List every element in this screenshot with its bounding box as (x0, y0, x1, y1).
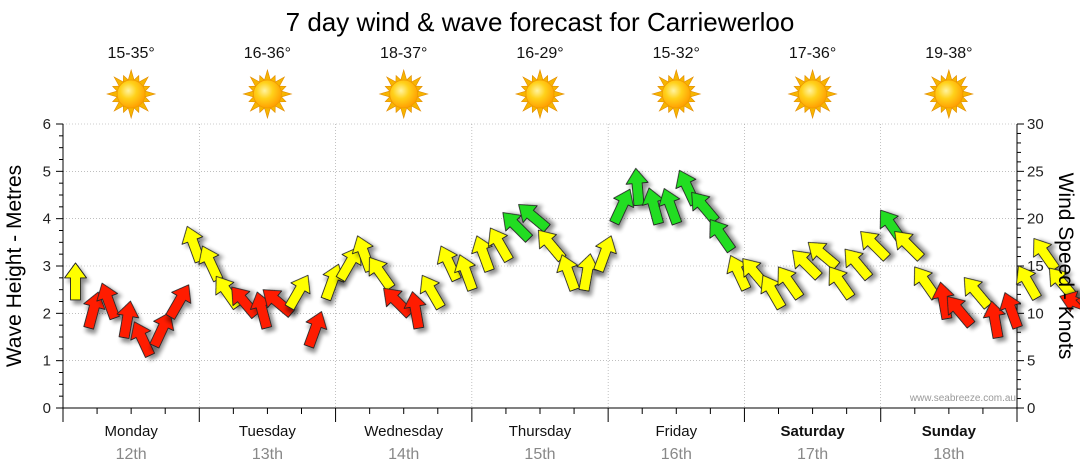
sun-icon (923, 68, 974, 120)
wind-arrow (83, 291, 106, 330)
day-temp: 15-35° (107, 45, 154, 62)
wind-arrow (419, 274, 446, 311)
y2-tick-label: 5 (1027, 353, 1035, 370)
y2-tick-label: 15 (1027, 258, 1044, 275)
wind-arrow (502, 212, 534, 243)
weather-row: 15-35° 16-36° 18-37° 16-29° 15-32° 17-36° 19-3… (106, 45, 974, 120)
y-tick-label: 3 (43, 258, 51, 275)
wind-arrow (454, 254, 478, 292)
wind-arrow (792, 249, 823, 281)
wind-arrow (149, 311, 175, 349)
wind-arrow (709, 219, 737, 254)
day-date: 17th (797, 446, 828, 463)
day-name: Wednesday (364, 423, 443, 440)
wind-arrow (130, 321, 155, 358)
day-date: 18th (933, 446, 964, 463)
wind-arrow (691, 191, 720, 225)
wind-arrow (116, 300, 140, 339)
day-name: Friday (655, 423, 697, 440)
wind-arrow (1016, 265, 1042, 301)
wind-arrow (303, 311, 328, 349)
y-tick-label: 2 (43, 305, 51, 322)
wind-arrow (96, 282, 120, 321)
wind-arrow (403, 291, 427, 330)
y2-tick-label: 20 (1027, 211, 1044, 228)
y2-tick-label: 30 (1027, 116, 1044, 133)
day-date: 16th (661, 446, 692, 463)
wind-arrow (807, 241, 841, 271)
wind-arrow (231, 286, 260, 320)
day-temp: 16-29° (516, 45, 563, 62)
y-tick-label: 4 (43, 211, 51, 228)
y-tick-label: 1 (43, 353, 51, 370)
wind-arrow (609, 188, 635, 226)
watermark: www.seabreeze.com.au (909, 393, 1016, 404)
day-name: Thursday (509, 423, 572, 440)
y-tick-label: 6 (43, 116, 51, 133)
wind-arrow (368, 256, 396, 292)
wind-arrow (963, 277, 993, 310)
wind-arrow (593, 235, 617, 273)
wind-arrows (64, 167, 1080, 358)
wind-arrow (946, 296, 976, 329)
wind-arrow (165, 284, 192, 320)
wind-arrow (487, 227, 514, 264)
wind-arrow (335, 246, 362, 282)
y2-tick-label: 0 (1027, 400, 1035, 417)
wind-arrow (777, 266, 805, 301)
day-date: 14th (388, 446, 419, 463)
wind-arrow (625, 167, 649, 207)
wind-arrow (64, 262, 87, 301)
sun-icon (787, 68, 838, 120)
sun-icon (242, 68, 293, 120)
day-name: Saturday (780, 423, 845, 440)
wind-arrow (262, 289, 296, 318)
sun-icon (514, 68, 566, 120)
day-name: Tuesday (239, 423, 296, 440)
wind-arrow (894, 231, 925, 262)
wind-arrow (284, 274, 311, 311)
wind-arrow (383, 287, 414, 319)
wind-arrow (999, 292, 1023, 330)
day-date: 13th (252, 446, 283, 463)
y2-axis-title: Wind Speed - Knots (1054, 173, 1077, 360)
day-labels: Monday 12th Tuesday 13th Wednesday 14th Thursd… (104, 423, 976, 463)
wind-arrow (658, 188, 683, 226)
sun-icon (106, 68, 157, 120)
day-name: Sunday (922, 423, 977, 440)
y-tick-label: 5 (43, 163, 51, 180)
axes: 0 1 2 3 4 5 6 0 5 10 15 20 25 30 (43, 116, 1044, 422)
sun-icon (651, 68, 702, 120)
chart-title: 7 day wind & wave forecast for Carriewer… (286, 7, 795, 37)
wind-arrow (828, 266, 856, 301)
y2-tick-label: 25 (1027, 163, 1044, 180)
wind-arrow (518, 204, 551, 233)
day-temp: 16-36° (244, 45, 291, 62)
y-axis-title: Wave Height - Metres (3, 165, 26, 367)
day-temp: 18-37° (380, 45, 427, 62)
day-temp: 15-32° (653, 45, 700, 62)
day-temp: 17-36° (789, 45, 836, 62)
sun-icon (378, 68, 429, 120)
wind-arrow (844, 248, 874, 282)
wind-arrow (1033, 238, 1060, 273)
wind-arrow (556, 254, 580, 292)
day-temp: 19-38° (925, 45, 972, 62)
day-date: 15th (524, 446, 555, 463)
y-tick-label: 0 (43, 400, 51, 417)
day-name: Monday (104, 423, 158, 440)
day-date: 12th (116, 446, 147, 463)
y2-tick-label: 10 (1027, 305, 1044, 322)
wind-arrow (860, 231, 891, 262)
